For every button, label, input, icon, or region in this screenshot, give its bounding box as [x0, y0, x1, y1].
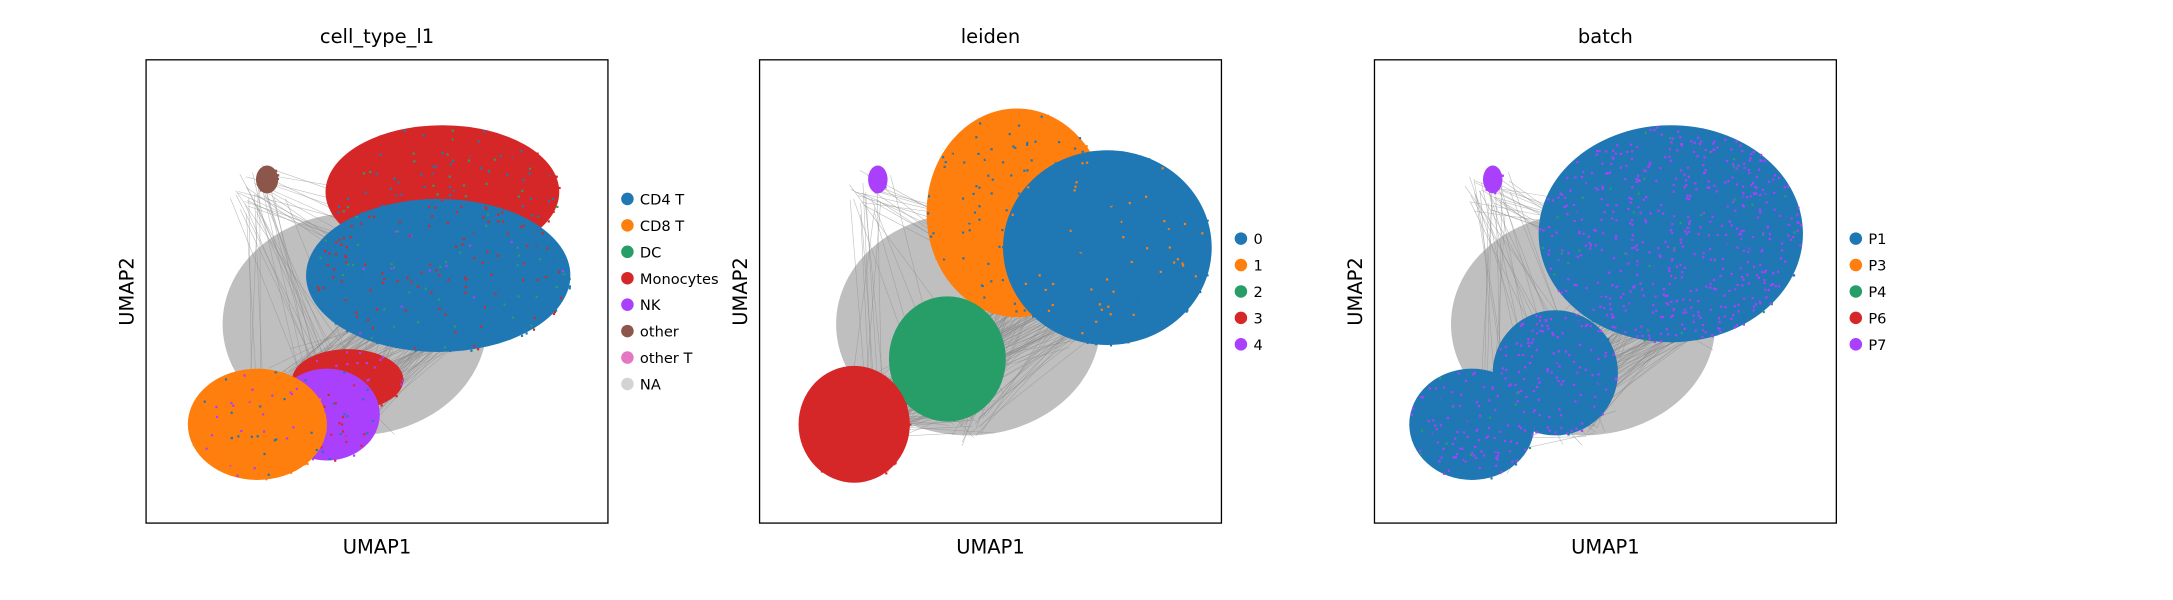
legend-marker [1849, 338, 1863, 351]
legend-label: P3 [1868, 258, 1886, 275]
cluster-2 [888, 296, 1006, 422]
plot-frame [145, 59, 609, 524]
batch-top [1538, 125, 1803, 344]
legend-marker [621, 377, 634, 391]
legend-label: Monocytes [640, 271, 719, 288]
legend-label: P4 [1868, 284, 1886, 301]
legend-label: other [640, 324, 679, 341]
y-axis-label: UMAP2 [729, 257, 752, 326]
legend-marker [1849, 311, 1863, 325]
legend: CD4 T CD8 T DC Monocytes NK other other T NA [621, 192, 719, 394]
y-axis-label: UMAP2 [1344, 257, 1367, 326]
legend-marker [1234, 311, 1248, 325]
umap-panel-batch: batch UMAP1 UMAP2 P1 P3 P4 P6 P7 [1344, 25, 1886, 559]
legend-marker [1234, 285, 1248, 298]
legend-label: 3 [1253, 310, 1262, 327]
cluster-4 [868, 165, 888, 194]
legend-label: 4 [1253, 337, 1262, 354]
panel-title: leiden [961, 25, 1020, 48]
legend-label: DC [640, 244, 661, 261]
legend-label: NK [640, 297, 661, 314]
legend: P1 P3 P4 P6 P7 [1849, 231, 1886, 354]
legend-label: CD8 T [640, 218, 684, 235]
legend-marker [621, 192, 634, 206]
plot-frame [1373, 59, 1837, 524]
legend-marker [1849, 285, 1863, 298]
legend-label: NA [640, 377, 661, 394]
x-axis-label: UMAP1 [956, 536, 1025, 559]
legend-marker [621, 219, 634, 232]
batch-low [1409, 368, 1535, 480]
legend-label: 2 [1253, 284, 1262, 301]
x-axis-label: UMAP1 [1571, 536, 1640, 559]
panel-title: cell_type_l1 [320, 25, 434, 48]
legend-marker [621, 245, 634, 259]
legend-label: 0 [1253, 231, 1262, 248]
x-axis-label: UMAP1 [343, 536, 412, 559]
y-axis-label: UMAP2 [116, 257, 139, 326]
cluster-0 [1003, 150, 1212, 347]
legend-label: P6 [1868, 310, 1886, 327]
panel-title: batch [1578, 25, 1633, 48]
legend-label: other T [640, 350, 693, 367]
batch-tiny [1482, 165, 1504, 195]
legend-marker [1234, 232, 1248, 245]
umap-panel-cell-type-l1: cell_type_l1 UMAP1 UMAP2 CD4 T CD8 T DC Monocy… [116, 25, 719, 559]
cluster-other [255, 165, 280, 194]
plot-frame [758, 59, 1223, 524]
cluster-cd4-t [306, 198, 571, 353]
cluster-cd8-t [187, 368, 329, 481]
legend-marker [1234, 338, 1248, 351]
legend-label: CD4 T [640, 192, 684, 209]
legend-marker [1849, 232, 1863, 245]
umap-panel-leiden: leiden UMAP1 UMAP2 0 1 2 3 4 [729, 25, 1263, 559]
legend-label: P7 [1868, 337, 1886, 354]
legend-marker [621, 324, 634, 338]
cluster-3 [798, 365, 912, 483]
legend-marker [621, 298, 634, 311]
legend-marker [621, 351, 634, 364]
legend-marker [1234, 258, 1248, 272]
legend-marker [621, 271, 634, 285]
legend-marker [1849, 258, 1863, 272]
legend-label: 1 [1253, 258, 1262, 275]
legend: 0 1 2 3 4 [1234, 231, 1263, 354]
legend-label: P1 [1868, 231, 1886, 248]
